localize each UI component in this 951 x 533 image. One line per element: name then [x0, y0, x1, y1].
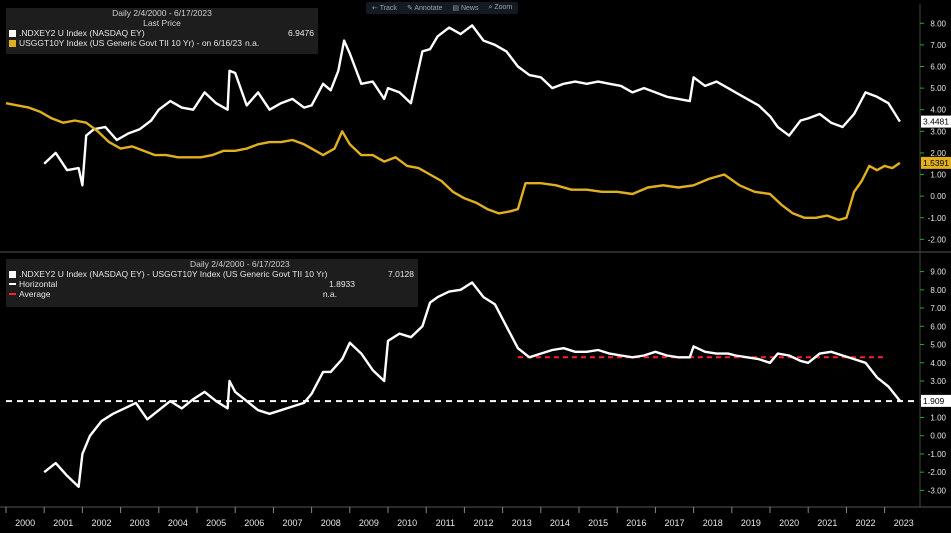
y-tick-label: 6.00 [930, 63, 946, 72]
legend-row-average[interactable]: Average n.a. [6, 289, 418, 299]
track-button[interactable]: ⇠ Track [372, 5, 397, 12]
news-button[interactable]: ▤ News [452, 5, 479, 12]
x-tick-label: 2015 [588, 518, 608, 528]
y-tick-label: -1.00 [928, 214, 947, 223]
last-value-label: 1.909 [923, 396, 945, 406]
last-value-box [921, 156, 951, 169]
x-tick-label: 2000 [15, 518, 35, 528]
legend-row-ndxey2[interactable]: .NDXEY2 U Index (NASDAQ EY) 6.9476 [6, 28, 318, 38]
x-tick-label: 2003 [130, 518, 150, 528]
last-value-label: 1.5391 [923, 158, 949, 168]
zoom-button[interactable]: ⌕ Zoom [488, 4, 513, 11]
bottom-legend: Daily 2/4/2000 - 6/17/2023 .NDXEY2 U Ind… [6, 259, 418, 307]
x-tick-label: 2004 [168, 518, 188, 528]
last-value-box [921, 394, 951, 407]
y-tick-label: 6.00 [930, 322, 946, 331]
last-value-label: 3.4481 [923, 117, 949, 127]
x-tick-label: 2018 [703, 518, 723, 528]
white-swatch-icon [9, 29, 16, 37]
y-tick-label: -2.00 [928, 235, 947, 244]
y-tick-label: -1.00 [928, 450, 947, 459]
y-tick-label: 3.00 [930, 377, 946, 386]
annotate-button[interactable]: ✎ Annotate [406, 5, 443, 12]
y-tick-label: 2.00 [930, 149, 946, 158]
y-tick-label: 5.00 [930, 84, 946, 93]
bottom-legend-date-range: Daily 2/4/2000 - 6/17/2023 [190, 259, 290, 269]
x-tick-label: 2007 [282, 518, 302, 528]
legend-row-usggt10y[interactable]: USGGT10Y Index (US Generic Govt TII 10 Y… [6, 38, 318, 48]
y-tick-label: 7.00 [930, 41, 946, 50]
chart-toolbar: ⇠ Track ✎ Annotate ▤ News ⌕ Zoom [366, 2, 519, 14]
x-tick-label: 2010 [397, 518, 417, 528]
x-tick-label: 2013 [512, 518, 532, 528]
y-tick-label: 1.00 [930, 171, 946, 180]
last-value-box [921, 115, 951, 128]
gold-series-line [5, 102, 901, 222]
y-tick-label: 4.00 [930, 106, 946, 115]
white-series-line [43, 24, 901, 187]
y-tick-label: 8.00 [930, 19, 946, 28]
y-tick-label: 1.00 [930, 413, 946, 422]
y-tick-label: 4.00 [930, 359, 946, 368]
y-tick-label: 7.00 [930, 304, 946, 313]
y-tick-label: -3.00 [928, 486, 947, 495]
white-series-line [43, 281, 901, 488]
dashed-red-icon [9, 293, 16, 295]
y-tick-label: 3.00 [930, 127, 946, 136]
x-tick-label: 2014 [550, 518, 570, 528]
x-tick-label: 2020 [779, 518, 799, 528]
y-tick-label: 5.00 [930, 341, 946, 350]
x-tick-label: 2022 [856, 518, 876, 528]
legend-row-spread[interactable]: .NDXEY2 U Index (NASDAQ EY) - USGGT10Y I… [6, 269, 418, 279]
x-tick-label: 2012 [473, 518, 493, 528]
x-tick-label: 2021 [817, 518, 837, 528]
x-tick-label: 2011 [436, 518, 455, 528]
x-tick-label: 2023 [894, 518, 914, 528]
white-swatch-icon [9, 270, 16, 278]
y-tick-label: 0.00 [930, 432, 946, 441]
top-legend-column-header: Last Price [143, 18, 181, 28]
x-tick-label: 2001 [53, 518, 73, 528]
x-tick-label: 2019 [741, 518, 761, 528]
x-tick-label: 2016 [626, 518, 646, 528]
legend-row-horizontal[interactable]: Horizontal 1.8933 [6, 279, 418, 289]
x-tick-label: 2009 [359, 518, 379, 528]
top-legend: Daily 2/4/2000 - 6/17/2023 Last Price .N… [6, 8, 318, 54]
y-tick-label: -2.00 [928, 468, 947, 477]
gold-swatch-icon [9, 39, 16, 47]
y-tick-label: 9.00 [930, 268, 946, 277]
x-tick-label: 2006 [244, 518, 264, 528]
x-tick-label: 2008 [321, 518, 341, 528]
y-tick-label: 8.00 [930, 286, 946, 295]
y-tick-label: 0.00 [930, 192, 946, 201]
x-tick-label: 2017 [664, 518, 684, 528]
x-tick-label: 2002 [91, 518, 111, 528]
x-tick-label: 2005 [206, 518, 226, 528]
dashed-white-icon [9, 283, 16, 285]
top-legend-date-range: Daily 2/4/2000 - 6/17/2023 [112, 8, 212, 18]
